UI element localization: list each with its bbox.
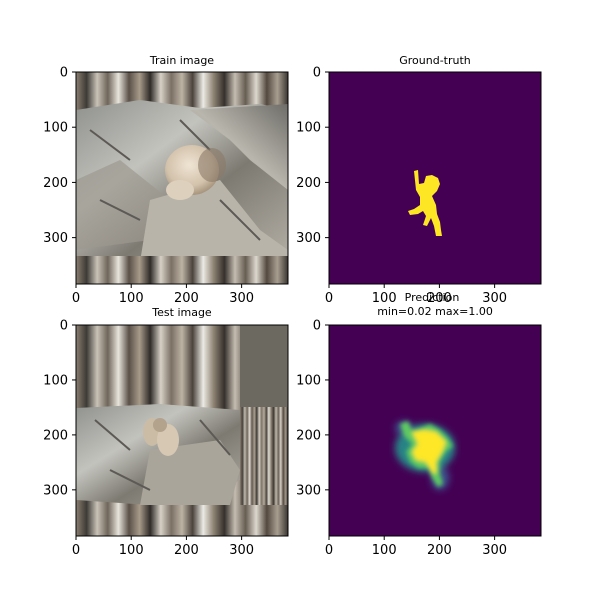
prediction-title: Prediction [405, 291, 460, 304]
test-ytick-label: 0 [60, 319, 68, 334]
prediction-panel: Prediction min=0.02 max=1.00 0 100 200 300 0… [296, 291, 542, 558]
ground-truth-title: Ground-truth [399, 54, 471, 67]
train-ytick-label: 0 [60, 66, 68, 81]
test-xtick-label: 200 [174, 543, 199, 558]
prediction-xtick-label: 300 [482, 543, 507, 558]
ground-truth-mask [408, 170, 442, 236]
prediction-xtick-label: 100 [372, 543, 397, 558]
ground-truth-xtick-label: 100 [372, 291, 397, 306]
test-image-panel: Test image 0 100 200 300 0 100 200 300 [43, 306, 289, 558]
test-ytick-label: 100 [43, 373, 68, 388]
train-ytick-label: 300 [43, 231, 68, 246]
test-xtick-label: 0 [72, 543, 80, 558]
train-xtick-label: 300 [229, 291, 254, 306]
train-xtick-label: 200 [174, 291, 199, 306]
ground-truth-ytick-label: 0 [313, 66, 321, 81]
prediction-ytick-label: 100 [296, 373, 321, 388]
ground-truth-ytick-label: 100 [296, 121, 321, 136]
ground-truth-xtick-label: 200 [427, 291, 452, 306]
train-ytick-label: 100 [43, 121, 68, 136]
prediction-heatmap [395, 421, 455, 490]
test-ytick-label: 200 [43, 428, 68, 443]
test-xtick-label: 300 [229, 543, 254, 558]
prediction-ytick-label: 300 [296, 483, 321, 498]
test-image-picture [76, 325, 288, 536]
test-ytick-label: 300 [43, 483, 68, 498]
ground-truth-panel: Ground-truth 0 100 200 300 0 100 200 300 [296, 54, 542, 306]
ground-truth-xtick-label: 300 [482, 291, 507, 306]
prediction-xtick-label: 0 [325, 543, 333, 558]
prediction-ytick-label: 0 [313, 319, 321, 334]
train-image-title: Train image [149, 54, 214, 67]
train-ytick-label: 200 [43, 176, 68, 191]
train-xtick-label: 100 [119, 291, 144, 306]
train-image-panel: Train image 0 100 200 300 0 100 200 300 [43, 54, 289, 306]
train-image-picture [76, 72, 288, 284]
ground-truth-ytick-label: 300 [296, 231, 321, 246]
prediction-subtitle: min=0.02 max=1.00 [377, 305, 493, 318]
prediction-ytick-label: 200 [296, 428, 321, 443]
prediction-xtick-label: 200 [427, 543, 452, 558]
test-monkey-right [157, 424, 179, 456]
ground-truth-ytick-label: 200 [296, 176, 321, 191]
test-xtick-label: 100 [119, 543, 144, 558]
train-xtick-label: 0 [72, 291, 80, 306]
ground-truth-xtick-label: 0 [325, 291, 333, 306]
test-image-title: Test image [151, 306, 212, 319]
